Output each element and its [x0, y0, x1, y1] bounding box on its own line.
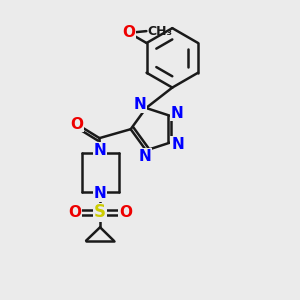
Text: O: O [122, 25, 135, 40]
Text: N: N [94, 143, 106, 158]
Text: N: N [94, 187, 106, 202]
Text: O: O [68, 205, 81, 220]
Text: S: S [94, 203, 106, 221]
Text: O: O [71, 117, 84, 132]
Text: N: N [171, 137, 184, 152]
Text: N: N [134, 97, 146, 112]
Text: N: N [138, 149, 151, 164]
Text: N: N [171, 106, 183, 121]
Text: CH₃: CH₃ [148, 25, 173, 38]
Text: O: O [119, 205, 132, 220]
